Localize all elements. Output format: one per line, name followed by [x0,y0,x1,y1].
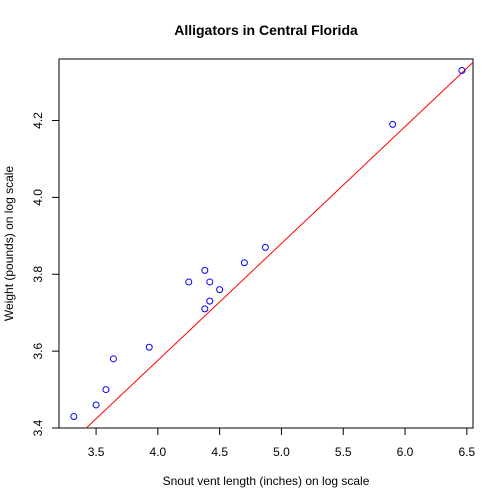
y-tick-label: 3.6 [31,342,45,359]
data-point [201,266,209,274]
data-point [145,343,153,351]
y-tick-label: 4.2 [31,112,45,129]
data-point [201,305,209,313]
x-tick-label: 6.0 [397,445,414,459]
points-group [70,67,466,420]
data-point [109,355,117,363]
y-tick-label: 3.8 [31,266,45,283]
x-tick-label: 4.5 [211,445,228,459]
data-point [206,297,214,305]
x-tick-label: 5.0 [273,445,290,459]
y-axis: 3.4 3.6 3.8 4.0 4.2 [31,112,59,436]
y-tick-label: 4.0 [31,189,45,206]
fit-line-group [85,62,474,429]
data-point [458,67,466,75]
data-point [216,286,224,294]
data-point [261,243,269,251]
data-point [185,278,193,286]
data-point [70,412,78,420]
y-axis-label: Weight (pounds) on log scale [2,166,16,322]
x-tick-label: 5.5 [335,445,352,459]
x-axis-label: Snout vent length (inches) on log scale [163,474,370,488]
data-point [240,259,248,267]
x-tick-label: 6.5 [458,445,475,459]
data-point [92,401,100,409]
data-point [206,278,214,286]
x-tick-label: 3.5 [88,445,105,459]
y-tick-label: 3.4 [31,419,45,436]
data-point [102,386,110,394]
x-tick-label: 4.0 [150,445,167,459]
plot-frame [58,58,474,429]
x-axis: 3.5 4.0 4.5 5.0 5.5 6.0 6.5 [88,428,475,459]
chart-title: Alligators in Central Florida [174,22,358,38]
data-point [389,120,397,128]
fit-line [85,62,474,429]
